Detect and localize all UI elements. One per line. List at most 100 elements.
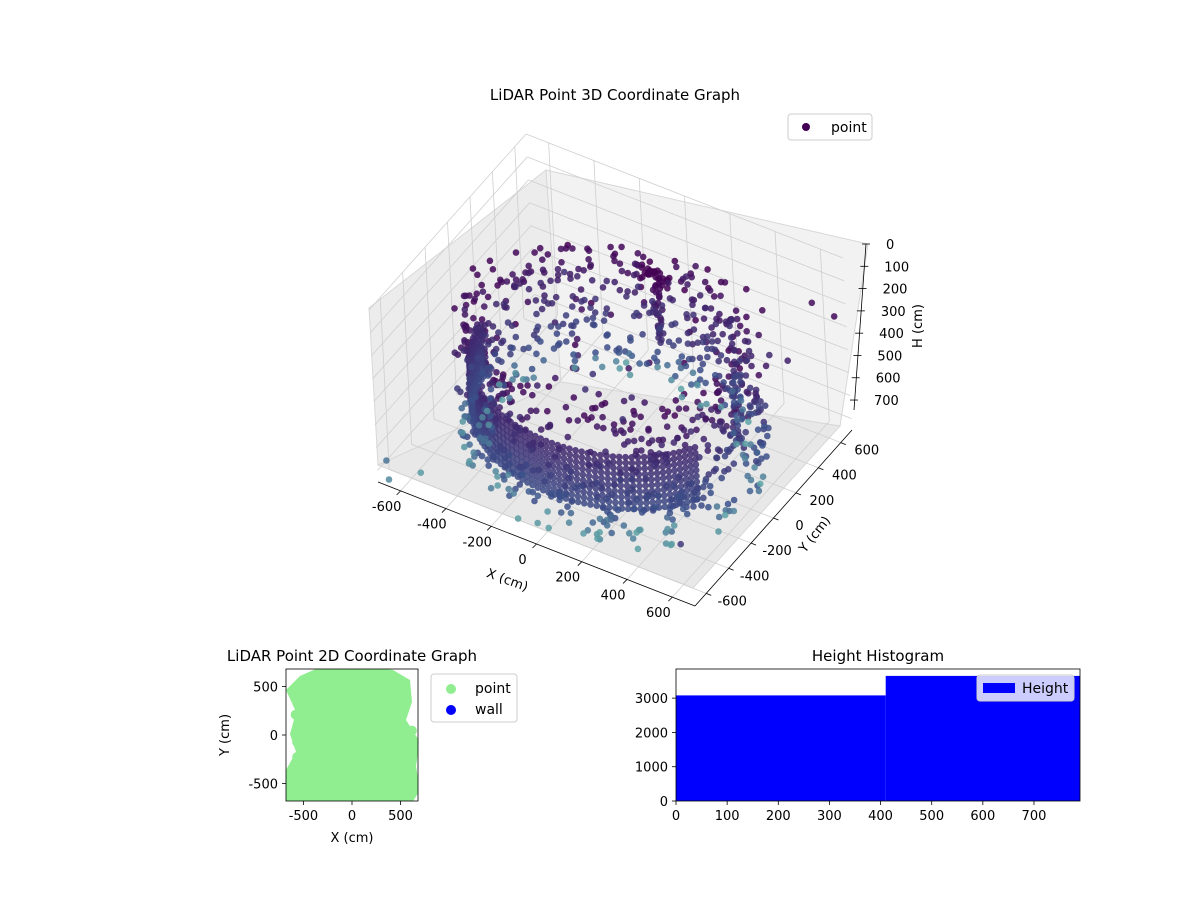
plot3d-point <box>666 295 674 302</box>
plot3d-point <box>563 491 570 498</box>
plot3d-point <box>742 428 749 436</box>
histogram-legend-swatch <box>983 683 1015 693</box>
plot3d-point <box>600 317 608 325</box>
plot3d-point <box>663 423 671 431</box>
plot3d-point <box>486 257 494 265</box>
plot3d-point <box>620 522 628 529</box>
plot3d-point <box>628 394 635 401</box>
plot3d-point <box>466 457 473 465</box>
plot3d-point <box>741 455 749 462</box>
plot3d-point <box>470 314 477 322</box>
plot3d-point <box>660 492 668 499</box>
plot3d-point <box>665 338 673 346</box>
plot2d-ticks: -500 0 500 -500 0 500 <box>248 680 412 824</box>
plot3d-point <box>661 413 668 420</box>
plot3d-point <box>640 453 648 461</box>
plot3d-point <box>623 476 630 484</box>
plot3d-point <box>604 344 611 351</box>
plot3d-point <box>693 484 701 491</box>
grid-left-z <box>374 248 533 425</box>
plot3d-point <box>605 460 613 467</box>
plot3d-point <box>692 466 700 474</box>
plot3d-point <box>739 406 746 413</box>
plot3d-point <box>658 302 666 309</box>
plot3d-point <box>633 495 640 503</box>
plot3d-point <box>532 438 539 446</box>
plot3d-point <box>623 482 631 490</box>
plot3d-point <box>470 449 478 456</box>
plot3d-point <box>603 522 611 529</box>
plot3d-point <box>731 358 738 366</box>
plot3d-point <box>666 505 674 512</box>
plot3d-point <box>603 277 610 285</box>
plot2d-point <box>304 712 315 723</box>
plot2d-legend-marker-wall <box>446 705 456 715</box>
plot3d-point <box>731 347 738 354</box>
plot3d-point <box>677 385 685 393</box>
plot3d-point <box>578 482 585 490</box>
plot3d-point <box>730 460 738 468</box>
plot3d-point <box>484 456 492 463</box>
plot3d-point <box>578 459 586 467</box>
plot3d-point <box>714 446 722 453</box>
plot3d-point <box>689 491 696 499</box>
plot3d-point <box>699 360 707 368</box>
plot3d-point <box>715 513 723 521</box>
plot3d-point <box>746 402 754 409</box>
plot3d-point <box>721 468 728 475</box>
plot3d-point <box>536 244 544 252</box>
plot3d-point <box>514 515 522 522</box>
plot3d-point <box>466 327 474 334</box>
plot2d-point <box>377 766 388 777</box>
plot2d-ytick-label: -500 <box>248 778 278 793</box>
plot3d-point <box>461 338 469 346</box>
plot3d-point <box>690 326 698 333</box>
plot3d-point <box>730 496 738 504</box>
plot3d-point <box>487 484 495 492</box>
plot3d-point <box>687 462 695 470</box>
plot3d-point <box>687 479 695 487</box>
plot3d-point <box>534 382 541 389</box>
plot3d-point <box>544 460 551 468</box>
plot3d-point <box>499 337 507 345</box>
plot3d-title: LiDAR Point 3D Coordinate Graph <box>490 86 740 104</box>
plot3d-point <box>554 265 562 273</box>
plot3d-point <box>764 432 771 440</box>
plot3d-point <box>700 483 707 491</box>
grid-left-z <box>371 179 529 357</box>
plot3d-point <box>482 332 489 339</box>
plot3d-point <box>766 351 773 359</box>
histogram-xtick-label: 300 <box>817 809 842 824</box>
plot2d-point <box>401 735 411 746</box>
plot3d-ytick-label: -200 <box>762 544 792 559</box>
plot3d-point <box>604 481 612 488</box>
plot3d-point <box>534 484 542 492</box>
plot3d-ytick-mark <box>728 567 734 571</box>
plot2d-legend: point wall <box>430 673 518 723</box>
plot3d-point <box>616 365 623 372</box>
plot3d-point <box>524 382 531 389</box>
plot3d-point <box>596 529 603 536</box>
plot3d-point <box>462 292 470 300</box>
plot3d-point <box>556 340 563 347</box>
plot3d-point <box>479 361 487 369</box>
plot3d-point <box>383 457 390 464</box>
grid-left-y <box>514 146 525 319</box>
plot3d-point <box>675 405 683 413</box>
plot3d-point <box>529 391 536 399</box>
plot3d-point <box>716 310 723 318</box>
plot2d-point <box>303 741 314 752</box>
plot3d-point <box>571 364 578 371</box>
plot3d-point <box>587 304 594 312</box>
plot3d-point <box>528 458 535 466</box>
plot3d-point <box>478 316 486 323</box>
plot3d-point <box>672 397 680 404</box>
plot3d-point <box>580 530 587 537</box>
plot3d-point <box>673 263 680 271</box>
plot3d-point <box>632 451 639 459</box>
plot3d-point <box>504 471 512 479</box>
plot3d-point <box>478 281 486 289</box>
plot3d-point <box>567 479 575 487</box>
plot3d-point <box>472 393 480 401</box>
plot3d-point <box>543 443 550 450</box>
